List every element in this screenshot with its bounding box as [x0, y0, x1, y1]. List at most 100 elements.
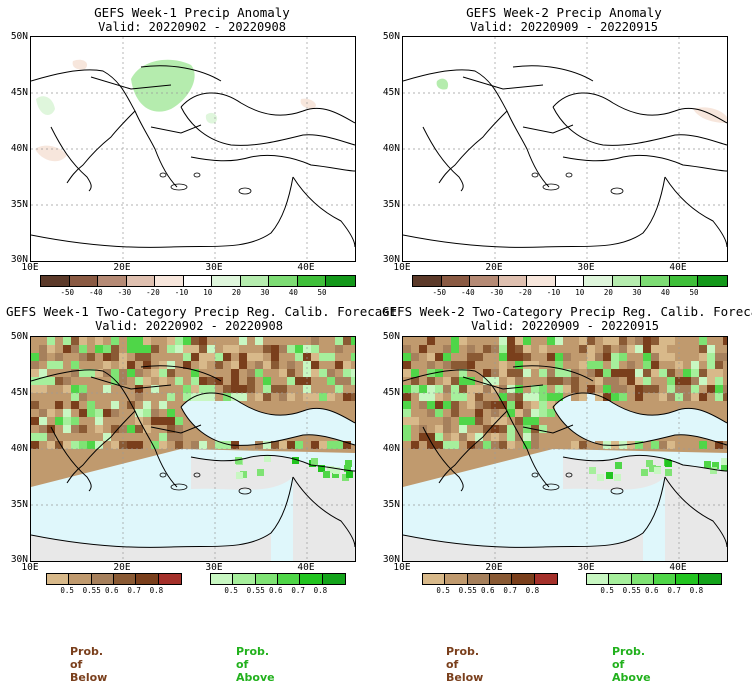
probability-cell — [651, 337, 659, 345]
probability-cell — [103, 417, 111, 425]
probability-cell — [643, 361, 651, 369]
probability-cell — [55, 361, 63, 369]
probability-cell — [323, 471, 330, 478]
probability-cell — [39, 377, 47, 385]
probability-cell — [507, 377, 515, 385]
probability-cell — [699, 369, 707, 377]
lon-label: 30E — [577, 562, 595, 573]
colorbar-swatch — [489, 574, 513, 584]
probability-cell — [507, 409, 515, 417]
colorbar-tick-label: -20 — [146, 288, 160, 297]
colorbar-swatch — [240, 276, 270, 286]
probability-cell — [475, 441, 483, 449]
probability-cell — [255, 441, 263, 449]
lat-label: 35N — [10, 199, 28, 210]
probability-cell — [611, 393, 619, 401]
lat-label: 45N — [10, 87, 28, 98]
probability-cell — [443, 377, 451, 385]
colorbar-tick-label: 0.55 — [622, 586, 641, 595]
probability-cell — [236, 472, 243, 479]
probability-cell — [555, 377, 563, 385]
probability-cell — [715, 377, 723, 385]
lat-label: 30N — [10, 554, 28, 565]
colorbar-tick-label: 10 — [575, 288, 585, 297]
colorbar-swatch — [322, 574, 345, 584]
probability-cell — [491, 441, 499, 449]
probability-cell — [311, 441, 319, 449]
probability-cell — [287, 345, 295, 353]
probability-cell — [303, 361, 311, 369]
colorbar-swatch — [211, 574, 234, 584]
probability-cell — [333, 467, 340, 474]
prob-above-colorbar — [210, 573, 346, 585]
probability-cell — [255, 353, 263, 361]
prob-above-label: Prob. of Above — [236, 645, 275, 684]
colorbar-tick-label: 0.55 — [246, 586, 265, 595]
probability-cell — [459, 337, 467, 345]
probability-cell — [311, 393, 319, 401]
probability-cell — [63, 345, 71, 353]
colorbar-swatch — [527, 276, 556, 286]
probability-cell — [127, 369, 135, 377]
probability-cell — [435, 385, 443, 393]
probability-cell — [635, 441, 643, 449]
lat-label: 40N — [10, 143, 28, 154]
probability-cell — [614, 474, 621, 481]
probability-cell — [523, 401, 531, 409]
probability-cell — [199, 385, 207, 393]
panel-title: GEFS Week-2 Precip Anomaly — [466, 5, 662, 20]
probability-cell — [654, 467, 661, 474]
probability-cell — [427, 409, 435, 417]
probability-cell — [507, 385, 515, 393]
probability-cell — [175, 345, 183, 353]
probability-cell — [667, 441, 675, 449]
probability-cell — [435, 377, 443, 385]
colorbar-tick-label: 0.5 — [436, 586, 450, 595]
lon-label: 10E — [21, 262, 39, 273]
probability-cell — [207, 393, 215, 401]
probability-cell — [199, 345, 207, 353]
lon-label: 30E — [205, 562, 223, 573]
probability-cell — [403, 369, 411, 377]
probability-cell — [475, 425, 483, 433]
probability-cell — [63, 409, 71, 417]
probability-cell — [151, 417, 159, 425]
probability-cell — [507, 401, 515, 409]
probability-cell — [39, 433, 47, 441]
colorbar-swatch — [534, 574, 557, 584]
probability-cell — [515, 409, 523, 417]
probability-cell — [183, 361, 191, 369]
probability-cell — [615, 462, 622, 469]
lon-label: 10E — [393, 562, 411, 573]
probability-cell — [263, 377, 271, 385]
probability-cell — [547, 385, 555, 393]
lon-label: 40E — [669, 262, 687, 273]
probability-cell — [239, 361, 247, 369]
probability-cell — [627, 361, 635, 369]
probability-cell — [619, 353, 627, 361]
probability-cell — [111, 425, 119, 433]
probability-cell — [419, 385, 427, 393]
probability-cell — [79, 441, 87, 449]
probability-cell — [311, 361, 319, 369]
lat-label: 50N — [382, 31, 400, 42]
probability-cell — [555, 353, 563, 361]
probability-cell — [175, 417, 183, 425]
probability-cell — [427, 361, 435, 369]
colorbar-swatch — [470, 276, 499, 286]
colorbar-swatch — [269, 276, 298, 286]
probability-cell — [499, 441, 507, 449]
probability-cell — [151, 441, 159, 449]
probability-cell — [699, 345, 707, 353]
probability-cell — [443, 345, 451, 353]
probability-cell — [311, 369, 319, 377]
probability-cell — [523, 369, 531, 377]
probability-cell — [467, 433, 475, 441]
colorbar-tick-label: 0.55 — [458, 586, 477, 595]
probability-cell — [595, 393, 603, 401]
colorbar-swatch — [212, 276, 241, 286]
probability-cell — [191, 369, 199, 377]
probability-cell — [311, 377, 319, 385]
colorbar-swatch — [69, 276, 99, 286]
probability-cell — [95, 377, 103, 385]
